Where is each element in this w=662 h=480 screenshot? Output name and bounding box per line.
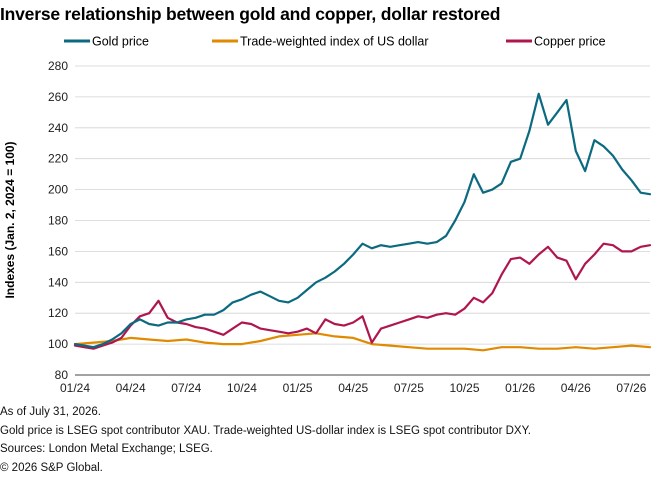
x-tick-label: 01/26	[505, 381, 535, 395]
series-lines	[73, 92, 652, 352]
y-tick-label: 100	[48, 337, 68, 351]
y-tick-label: 180	[48, 214, 68, 228]
y-tick-label: 140	[48, 275, 68, 289]
footnote-definitions: Gold price is LSEG spot contributor XAU.…	[0, 424, 531, 437]
gridlines	[75, 65, 650, 376]
x-tick-label: 07/25	[394, 381, 424, 395]
copper-price-line	[73, 242, 652, 350]
x-tick-label: 04/24	[116, 381, 146, 395]
gold-price-line	[73, 92, 652, 349]
y-tick-label: 280	[48, 59, 68, 73]
x-tick-label: 04/26	[561, 381, 591, 395]
y-tick-label: 200	[48, 183, 68, 197]
chart-title: Inverse relationship between gold and co…	[0, 4, 501, 24]
x-axis: 01/24 04/24 07/24 10/24 01/25 04/25 07/25 10/25…	[60, 381, 647, 395]
y-tick-label: 240	[48, 121, 68, 135]
line-chart: Gold price Trade-weighted index of US dol…	[3, 35, 652, 395]
footnotes: As of July 31, 2026. Gold price is LSEG …	[0, 403, 531, 477]
x-tick-label: 01/25	[283, 381, 313, 395]
y-tick-label: 220	[48, 152, 68, 166]
x-tick-label: 04/25	[338, 381, 368, 395]
y-axis-label: Indexes (Jan. 2, 2024 = 100)	[3, 141, 17, 298]
y-tick-label: 160	[48, 244, 68, 258]
legend-label-trade-weighted-index-of-us-dollar: Trade-weighted index of US dollar	[240, 35, 429, 49]
x-tick-label: 07/26	[616, 381, 646, 395]
y-tick-label: 260	[48, 90, 68, 104]
legend-label-gold-price: Gold price	[92, 35, 149, 49]
y-tick-label: 80	[55, 368, 69, 382]
x-tick-label: 10/24	[227, 381, 257, 395]
x-tick-label: 01/24	[60, 381, 90, 395]
footnote-date: As of July 31, 2026.	[0, 406, 102, 418]
trade-weighted-index-of-us-dollar-line	[73, 332, 652, 352]
footnote-sources: Sources: London Metal Exchange; LSEG.	[0, 443, 213, 455]
y-tick-label: 120	[48, 306, 68, 320]
legend: Gold price Trade-weighted index of US dol…	[64, 35, 606, 49]
y-axis: 80 100 120 140 160 180 200 220 240 260 280	[48, 59, 68, 382]
legend-label-copper-price: Copper price	[534, 35, 606, 49]
footnote-copyright: © 2026 S&P Global.	[0, 461, 103, 474]
x-tick-label: 10/25	[450, 381, 480, 395]
x-tick-label: 07/24	[171, 381, 201, 395]
